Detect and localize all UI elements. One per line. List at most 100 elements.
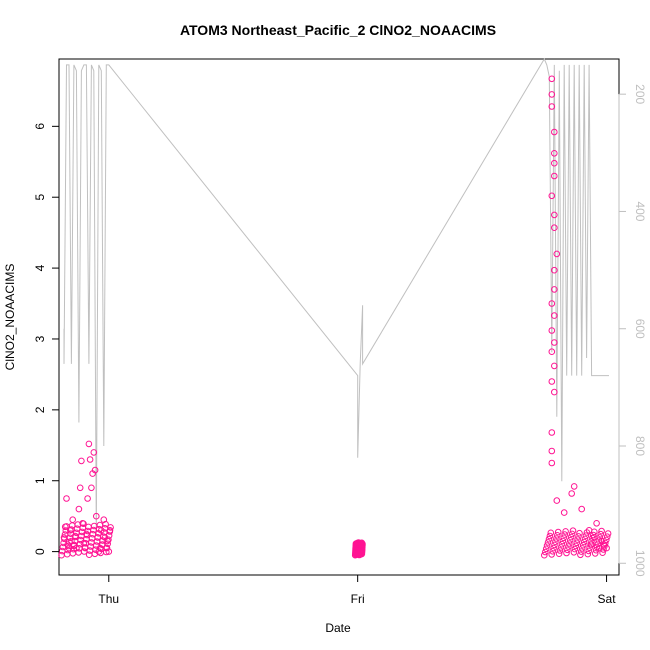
data-point bbox=[595, 537, 603, 544]
y-tick-label: 1 bbox=[33, 477, 47, 484]
data-point bbox=[561, 531, 569, 538]
data-point bbox=[102, 520, 109, 528]
data-point bbox=[581, 535, 589, 543]
y2-tick-label: 200 bbox=[633, 84, 647, 104]
y2-tick-label: 800 bbox=[633, 436, 647, 456]
data-point bbox=[543, 542, 551, 549]
data-point bbox=[548, 75, 556, 83]
data-point bbox=[551, 266, 558, 274]
data-point bbox=[551, 388, 558, 396]
data-point bbox=[551, 128, 558, 136]
data-point bbox=[58, 547, 66, 555]
data-point bbox=[90, 449, 98, 456]
data-point bbox=[67, 530, 74, 538]
data-point bbox=[548, 447, 556, 455]
data-point bbox=[93, 512, 100, 520]
data-point bbox=[589, 534, 596, 542]
y-tick-label: 3 bbox=[33, 335, 47, 342]
data-point bbox=[63, 495, 70, 502]
data-point bbox=[573, 539, 581, 547]
data-point bbox=[600, 546, 607, 553]
data-point bbox=[86, 456, 94, 463]
data-point bbox=[585, 547, 593, 555]
data-point bbox=[551, 312, 558, 319]
y2-tick-label: 400 bbox=[633, 201, 647, 221]
y-tick-label: 0 bbox=[33, 548, 47, 555]
data-point bbox=[588, 538, 595, 545]
y-axis-label: ClNO2_NOAACIMS bbox=[3, 264, 17, 371]
data-point bbox=[578, 548, 585, 555]
data-point bbox=[553, 250, 561, 258]
data-point bbox=[93, 538, 101, 545]
data-point bbox=[563, 549, 570, 557]
x-axis: Thu Fri Sat bbox=[98, 574, 616, 606]
data-point bbox=[593, 543, 601, 551]
data-point bbox=[548, 103, 556, 110]
data-point bbox=[551, 211, 558, 219]
data-point bbox=[551, 150, 558, 157]
data-point bbox=[548, 429, 556, 436]
data-point bbox=[603, 533, 611, 541]
data-point bbox=[549, 548, 557, 555]
data-point bbox=[548, 192, 556, 200]
data-point bbox=[550, 544, 557, 552]
data-point bbox=[355, 548, 363, 556]
data-point bbox=[572, 542, 580, 550]
chart-title: ATOM3 Northeast_Pacific_2 ClNO2_NOAACIMS bbox=[180, 22, 496, 38]
data-point bbox=[548, 327, 556, 334]
y2-tick-label: 600 bbox=[633, 319, 647, 339]
data-point bbox=[602, 539, 609, 547]
data-point bbox=[103, 544, 111, 552]
data-point bbox=[96, 521, 104, 529]
data-point bbox=[591, 550, 599, 557]
data-point bbox=[594, 540, 602, 548]
y2-tick-label: 1000 bbox=[633, 550, 647, 577]
data-point bbox=[542, 548, 549, 556]
data-point bbox=[544, 539, 552, 546]
data-point bbox=[548, 459, 556, 467]
data-point bbox=[574, 536, 581, 543]
data-point bbox=[78, 528, 86, 536]
data-point bbox=[560, 534, 568, 542]
data-point bbox=[568, 490, 576, 497]
data-point bbox=[105, 532, 113, 539]
data-point bbox=[597, 530, 605, 538]
data-point bbox=[548, 378, 556, 385]
y-tick-label: 6 bbox=[33, 123, 47, 130]
x-tick-label: Fri bbox=[351, 592, 365, 606]
data-point bbox=[559, 537, 567, 545]
data-point bbox=[556, 547, 564, 554]
data-point bbox=[548, 300, 556, 307]
data-point bbox=[566, 537, 574, 544]
right-pressure-axis: 200 400 600 800 1000 bbox=[618, 84, 647, 577]
data-point bbox=[105, 536, 112, 544]
data-point bbox=[553, 535, 560, 542]
data-point bbox=[88, 484, 95, 492]
data-point bbox=[551, 541, 558, 549]
data-point bbox=[76, 484, 84, 492]
data-point bbox=[575, 533, 582, 540]
data-point bbox=[583, 529, 591, 536]
data-point bbox=[593, 520, 600, 527]
data-point bbox=[85, 440, 93, 448]
clno2-scatter-points bbox=[58, 75, 612, 559]
data-point bbox=[558, 540, 566, 548]
data-point bbox=[571, 545, 579, 553]
data-point bbox=[603, 536, 610, 544]
data-point bbox=[107, 524, 114, 531]
data-point bbox=[555, 550, 563, 558]
data-point bbox=[586, 544, 593, 552]
data-point bbox=[548, 348, 556, 356]
data-point bbox=[570, 549, 578, 556]
data-point bbox=[562, 528, 569, 535]
data-point bbox=[578, 545, 586, 552]
data-point bbox=[560, 509, 568, 516]
data-point bbox=[564, 546, 571, 554]
data-point bbox=[551, 172, 558, 180]
data-point bbox=[553, 497, 561, 504]
data-point bbox=[551, 339, 558, 346]
data-point bbox=[569, 527, 577, 535]
data-point bbox=[78, 457, 85, 465]
data-point bbox=[557, 544, 565, 551]
data-point bbox=[551, 159, 558, 167]
